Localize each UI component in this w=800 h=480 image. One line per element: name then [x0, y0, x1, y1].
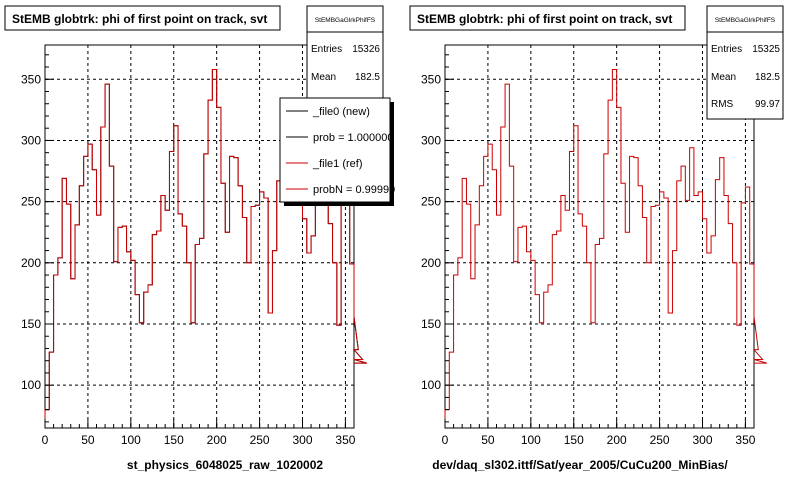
left-x-tick-label: 250	[250, 433, 270, 447]
right-stats-entries-label: Entries	[711, 44, 742, 55]
legend-entry-label: _file0 (new)	[312, 106, 370, 118]
legend-entry-label: _file1 (ref)	[312, 158, 363, 170]
right-y-tick-label: 250	[421, 195, 441, 209]
right-x-tick-label: 300	[692, 433, 712, 447]
legend-entry-label: probN = 0.99999	[313, 184, 395, 196]
left-y-tick-label: 300	[21, 133, 41, 147]
left-stats-mean-value: 182.5	[355, 72, 380, 83]
right-x-tick-label: 0	[442, 433, 449, 447]
right-y-tick-label: 100	[421, 378, 441, 392]
right-stats-rms-value: 99.97	[755, 99, 780, 110]
left-x-tick-label: 300	[292, 433, 312, 447]
left-grid	[44, 45, 354, 428]
left-histogram	[44, 68, 368, 428]
left-y-tick-label: 200	[21, 256, 41, 270]
left-stats-entries-label: Entries	[311, 44, 342, 55]
right-x-axis-label: dev/daq_sl302.ittf/Sat/year_2005/CuCu200…	[432, 458, 728, 472]
right-x-tick-label: 250	[650, 433, 670, 447]
right-grid	[444, 45, 754, 428]
left-chart-title: StEMB globtrk: phi of first point on tra…	[12, 12, 267, 26]
left-x-tick-label: 200	[207, 433, 227, 447]
legend-entry-label: prob = 1.000000	[313, 132, 393, 144]
left-stats-box	[306, 5, 384, 101]
right-x-tick-label: 350	[735, 433, 755, 447]
left-stats-mean-label: Mean	[311, 72, 336, 83]
right-axes: 0 50 100 150 200 250 300 350 100 150 200 250 300 350	[421, 54, 756, 447]
right-y-tick-label: 300	[421, 133, 441, 147]
left-y-tick-label: 150	[21, 317, 41, 331]
right-title-box	[409, 5, 686, 31]
left-y-tick-label: 350	[21, 72, 41, 86]
left-chart: 0 50 100 150 200 250 300 350100150200250300350 …	[4, 5, 395, 472]
right-chart: 0 50 100 150 200 250 300 350100150200250300350 …	[409, 5, 784, 472]
right-chart-title: StEMB globtrk: phi of first point on tra…	[417, 12, 672, 26]
right-x-tick-label: 150	[564, 433, 584, 447]
right-histogram	[444, 68, 768, 428]
left-x-axis-label: st_physics_6048025_raw_1020002	[127, 458, 323, 472]
right-stats-rms-label: RMS	[711, 99, 734, 110]
left-y-tick-label: 250	[21, 195, 41, 209]
right-stats-mean-value: 182.5	[755, 72, 780, 83]
right-stats-name: StEMBGaGlrkPhifFS	[715, 17, 776, 24]
left-x-tick-label: 50	[81, 433, 95, 447]
legend: _file0 (new) prob = 1.000000 _file1 (ref) p…	[286, 106, 395, 196]
left-x-tick-label: 150	[164, 433, 184, 447]
right-stats-entries-value: 15325	[752, 44, 780, 55]
left-series-1-steps	[44, 68, 368, 428]
left-x-tick-label: 350	[335, 433, 355, 447]
right-series-0-steps	[444, 68, 768, 428]
right-x-tick-label: 100	[521, 433, 541, 447]
left-axes: 0 50 100 150 200 250 300 350 100 150 200 250 300 350	[21, 54, 356, 447]
right-stats-box	[706, 5, 784, 120]
right-y-tick-label: 200	[421, 256, 441, 270]
left-x-tick-label: 100	[121, 433, 141, 447]
right-stats-mean-label: Mean	[711, 72, 736, 83]
legend-box	[279, 97, 391, 203]
right-y-tick-label: 150	[421, 317, 441, 331]
left-x-tick-label: 0	[42, 433, 49, 447]
right-x-tick-label: 200	[607, 433, 627, 447]
left-y-tick-label: 100	[21, 378, 41, 392]
left-title-box	[4, 5, 281, 31]
right-y-tick-label: 350	[421, 72, 441, 86]
right-x-tick-label: 50	[481, 433, 495, 447]
left-stats-name: StEMBGaGlrkPhifFS	[315, 17, 376, 24]
left-stats-entries-value: 15326	[352, 44, 380, 55]
